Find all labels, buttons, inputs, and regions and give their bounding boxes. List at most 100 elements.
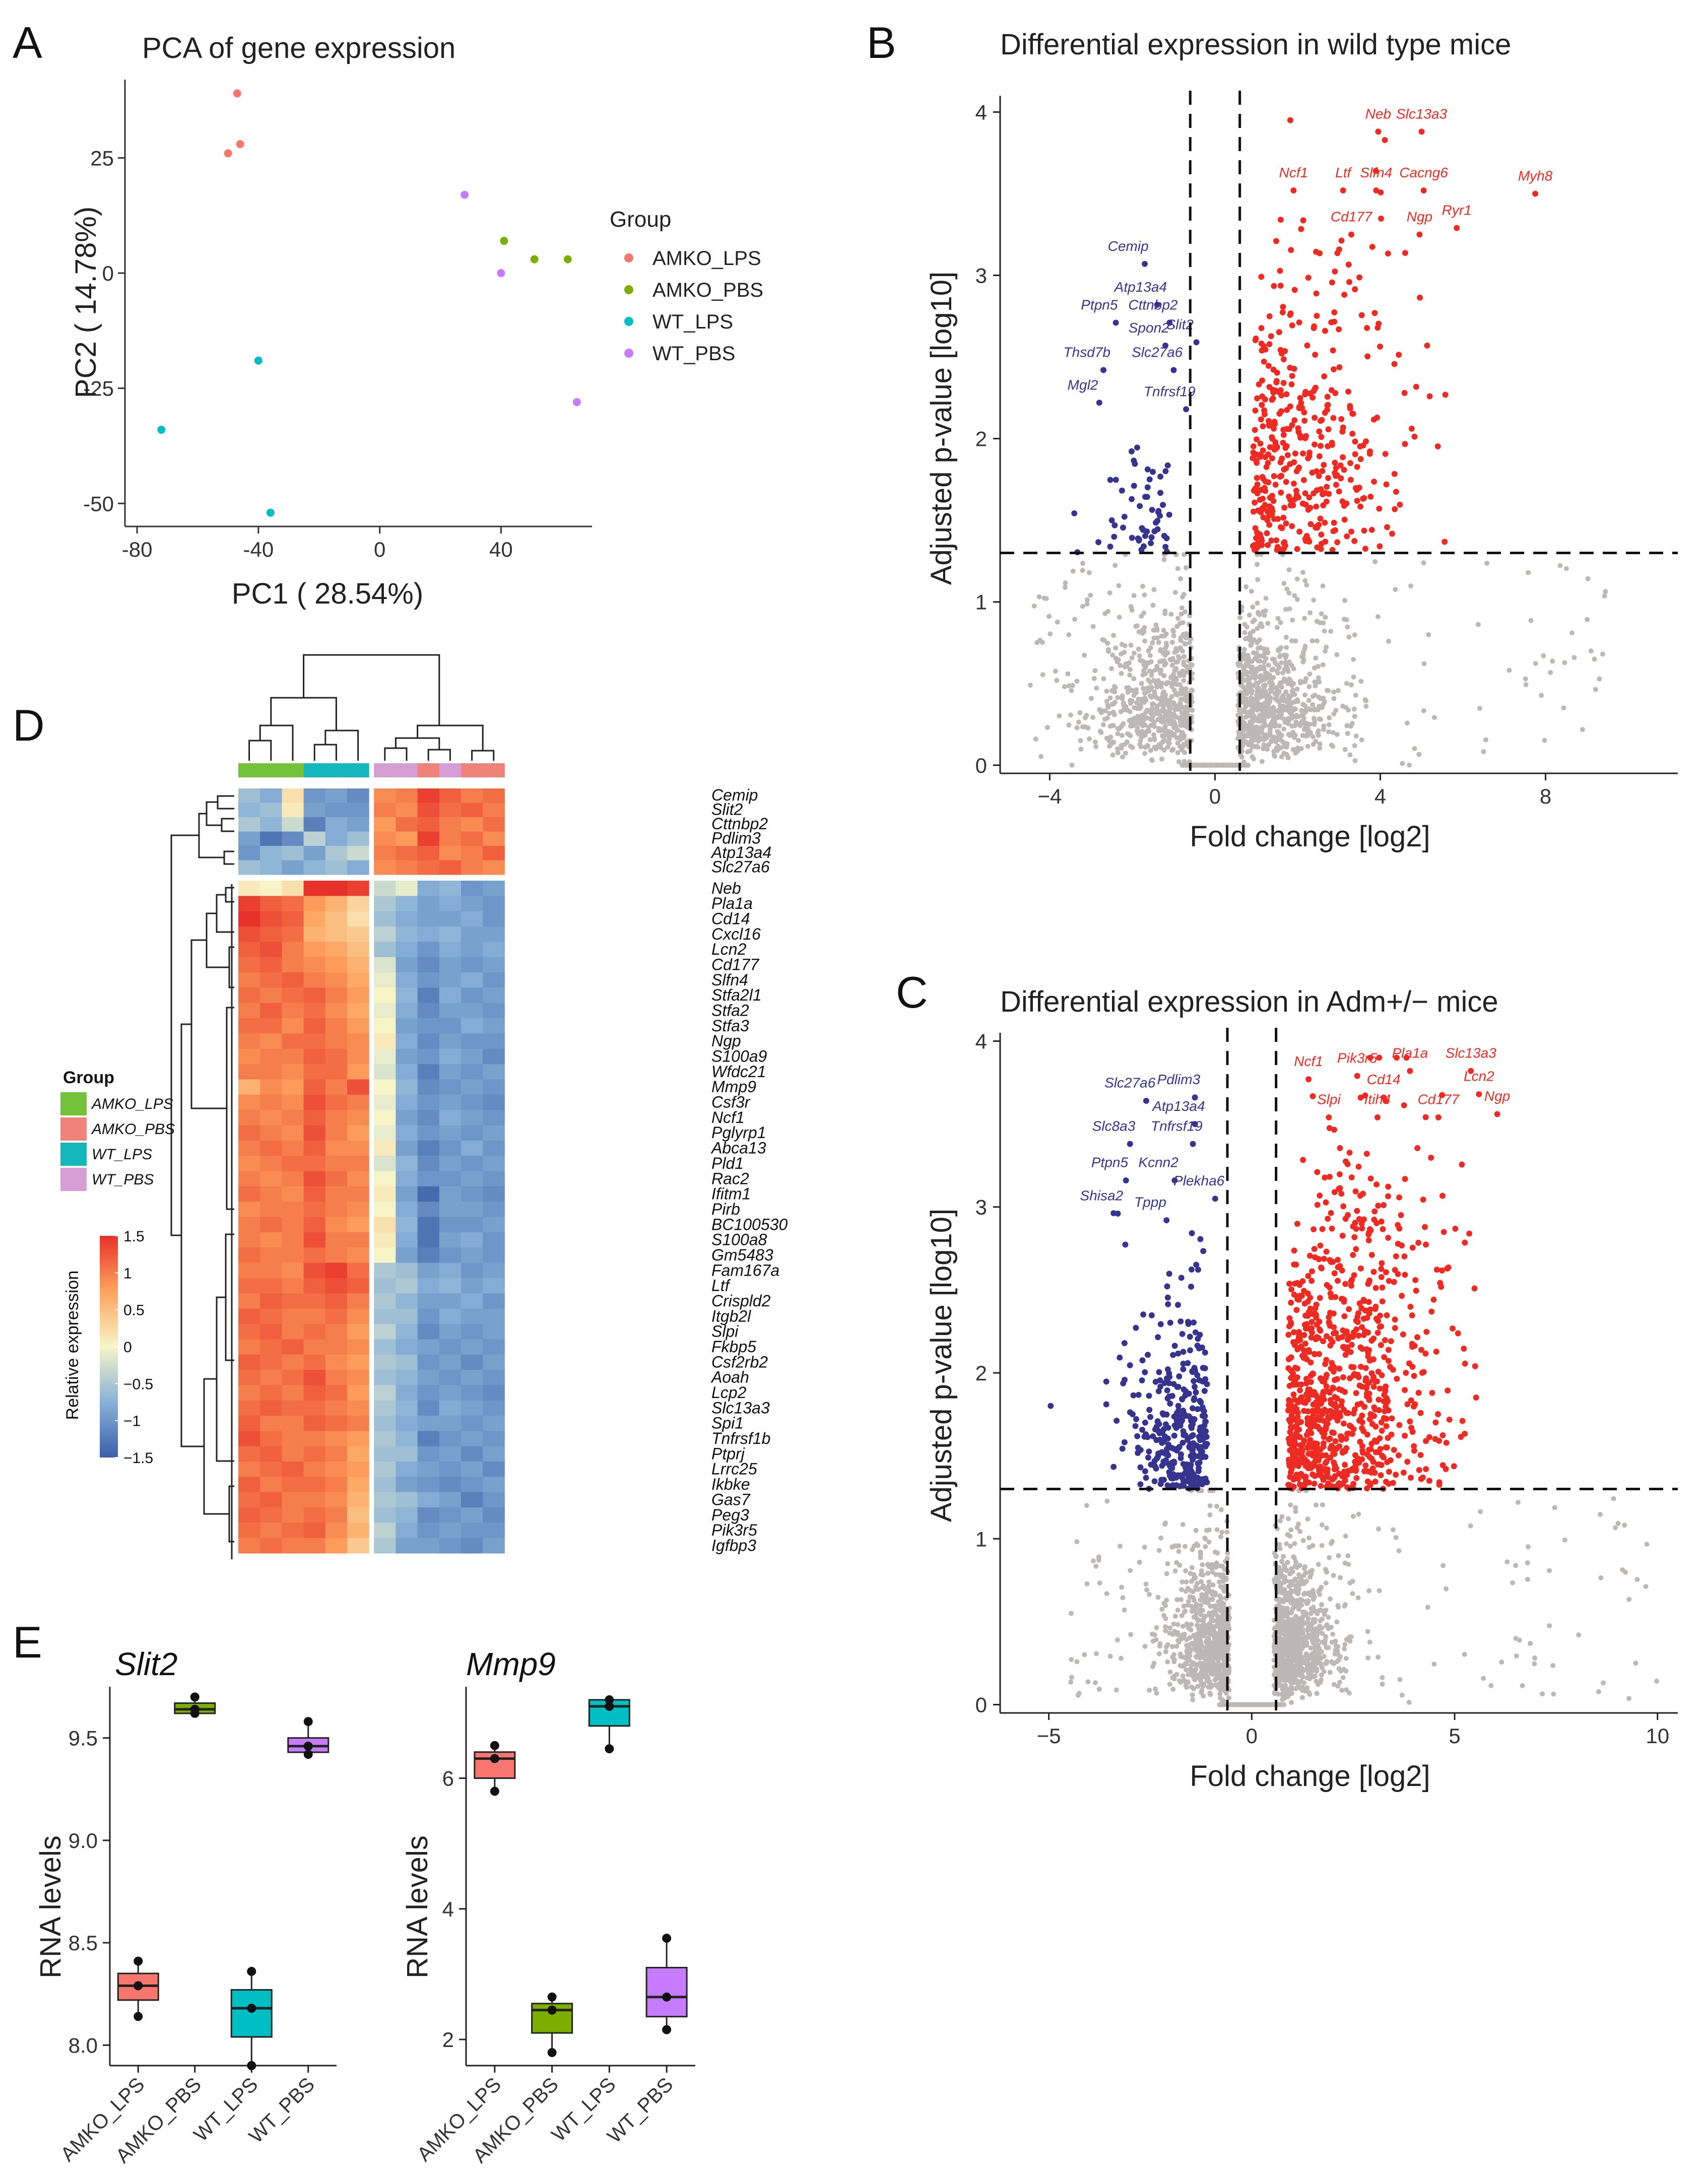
panelC-point-ns: [1626, 1597, 1632, 1602]
panelC-point-down: [1189, 1230, 1195, 1236]
panelC-point-ns: [1478, 1509, 1483, 1514]
panelC-point-up: [1391, 1279, 1397, 1285]
panelC-point-ns: [1225, 1550, 1230, 1556]
panelC-point-ns: [1198, 1603, 1204, 1608]
panelC-point-ns: [1068, 1679, 1074, 1685]
panelB-point-ns: [1248, 634, 1253, 639]
panelC-point-down: [1153, 1465, 1159, 1472]
panelB-point-up: [1408, 425, 1415, 432]
panelB-point-up: [1269, 455, 1275, 461]
panelB-point-ns: [1076, 719, 1081, 725]
panelC-point-down: [1137, 1481, 1144, 1488]
panelC-point-ns: [1525, 1560, 1530, 1566]
panelB-point-ns: [1062, 584, 1068, 590]
panelB-point-ns: [1251, 683, 1256, 688]
panelB-point-ns: [1307, 610, 1313, 616]
panelC-point-down: [1121, 1340, 1128, 1347]
panelB-point-ns: [1182, 552, 1187, 557]
panelB-point-up: [1383, 481, 1390, 488]
panelC-point-down: [1204, 1381, 1210, 1387]
panelB-point-ns: [1252, 672, 1257, 677]
panelC-point-ns: [1198, 1676, 1203, 1681]
panelB-point-ns: [1240, 684, 1246, 690]
panelB-point-ns: [1276, 708, 1281, 713]
panelB-point-up: [1271, 283, 1277, 289]
panelB-point-ns: [1161, 689, 1166, 695]
pca-y-label: PC2 ( 14.78%): [70, 207, 102, 398]
panelB-point-up: [1320, 502, 1327, 509]
panelB-point-ns: [1053, 669, 1058, 674]
panelC-point-up: [1342, 1216, 1349, 1222]
panelB-point-ns: [1082, 652, 1087, 658]
panelB-point-ns: [1142, 592, 1147, 598]
panelC-point-ns: [1275, 1691, 1281, 1697]
panelB-point-ns: [1162, 695, 1168, 701]
panelB-point-up: [1250, 449, 1257, 456]
panelB-point-ns: [1283, 689, 1289, 695]
panelB-point-ns: [1149, 717, 1155, 722]
panelB-point-up: [1272, 441, 1279, 448]
panelB-point-ns: [1353, 733, 1359, 739]
panelC-point-ns: [1179, 1579, 1185, 1584]
panelB-point-ns: [1078, 746, 1084, 752]
panelB-point-up: [1334, 250, 1341, 256]
panelB-point-ns: [1262, 701, 1267, 706]
panelC-point-ns: [1216, 1630, 1221, 1636]
panelC-point-ns: [1174, 1672, 1179, 1677]
panelB-point-ns: [1040, 672, 1045, 678]
panelB-point-up: [1338, 416, 1345, 422]
panelB-point-down: [1170, 367, 1177, 373]
panelC-point-up: [1300, 1157, 1306, 1163]
panelB-point-up: [1369, 243, 1375, 250]
panelB-point-ns: [1202, 762, 1208, 768]
panelC-point-ns: [1120, 1595, 1126, 1601]
panelC-point-ns: [1193, 1653, 1199, 1659]
panelC-point-ns: [1547, 1623, 1552, 1628]
panelB-point-ns: [1286, 676, 1292, 682]
panelB-point-up: [1330, 415, 1337, 421]
panelB-point-up: [1296, 319, 1302, 326]
panelC-point-ns: [1201, 1682, 1207, 1687]
panelB-point-down: [1111, 534, 1118, 540]
panelB-point-up: [1259, 474, 1266, 480]
panelB-point-ns: [1255, 577, 1261, 582]
panelC-point-up: [1384, 1444, 1390, 1451]
panelB-point-ns: [1286, 590, 1292, 596]
panelB-point-ns: [1152, 689, 1157, 695]
panelC-point-ns: [1514, 1653, 1519, 1659]
panelC-point-ns: [1345, 1553, 1351, 1559]
panelB-point-down: [1162, 544, 1169, 550]
panelC-point-ns: [1310, 1587, 1316, 1593]
panelB-point-ns: [1593, 687, 1598, 692]
panelB-point-up: [1312, 441, 1318, 448]
panelB-point-ns: [1171, 687, 1177, 693]
panelB-point-ns: [1031, 603, 1037, 609]
panelB-point-ns: [1393, 586, 1398, 592]
panelC-point-ns: [1119, 1656, 1124, 1661]
panelB-point-ns: [1184, 762, 1190, 768]
panelC-point-ns: [1305, 1619, 1310, 1625]
panelC-point-up: [1288, 1286, 1295, 1293]
panelC-point-ns: [1297, 1529, 1303, 1534]
panelC-point-up: [1385, 1358, 1392, 1364]
panelB-point-up: [1253, 335, 1259, 342]
panelC-point-ns: [1189, 1663, 1194, 1668]
panelC-point-ns: [1288, 1527, 1294, 1533]
panelB-point-ns: [1169, 717, 1174, 723]
panelB-point-ns: [1284, 744, 1289, 750]
panelB-point-ns: [1140, 720, 1145, 725]
panelB-point-ns: [1523, 676, 1528, 682]
panelC-point-up: [1339, 1473, 1345, 1480]
panelB-point-up: [1254, 490, 1261, 497]
panelB-point-ns: [1150, 640, 1155, 645]
panelB-point-ns: [1341, 617, 1347, 622]
panelC-y-tick-label: 1: [975, 1527, 987, 1551]
panelB-point-ns: [1120, 696, 1125, 701]
panelC-point-ns: [1284, 1597, 1290, 1603]
panelC-point-down: [1134, 1433, 1141, 1439]
panelC-point-ns: [1634, 1576, 1640, 1582]
panelC-point-ns: [1289, 1659, 1295, 1664]
panelC-point-up: [1436, 1481, 1443, 1488]
panelB-point-up: [1332, 268, 1338, 275]
panelB-point-ns: [1162, 633, 1167, 639]
